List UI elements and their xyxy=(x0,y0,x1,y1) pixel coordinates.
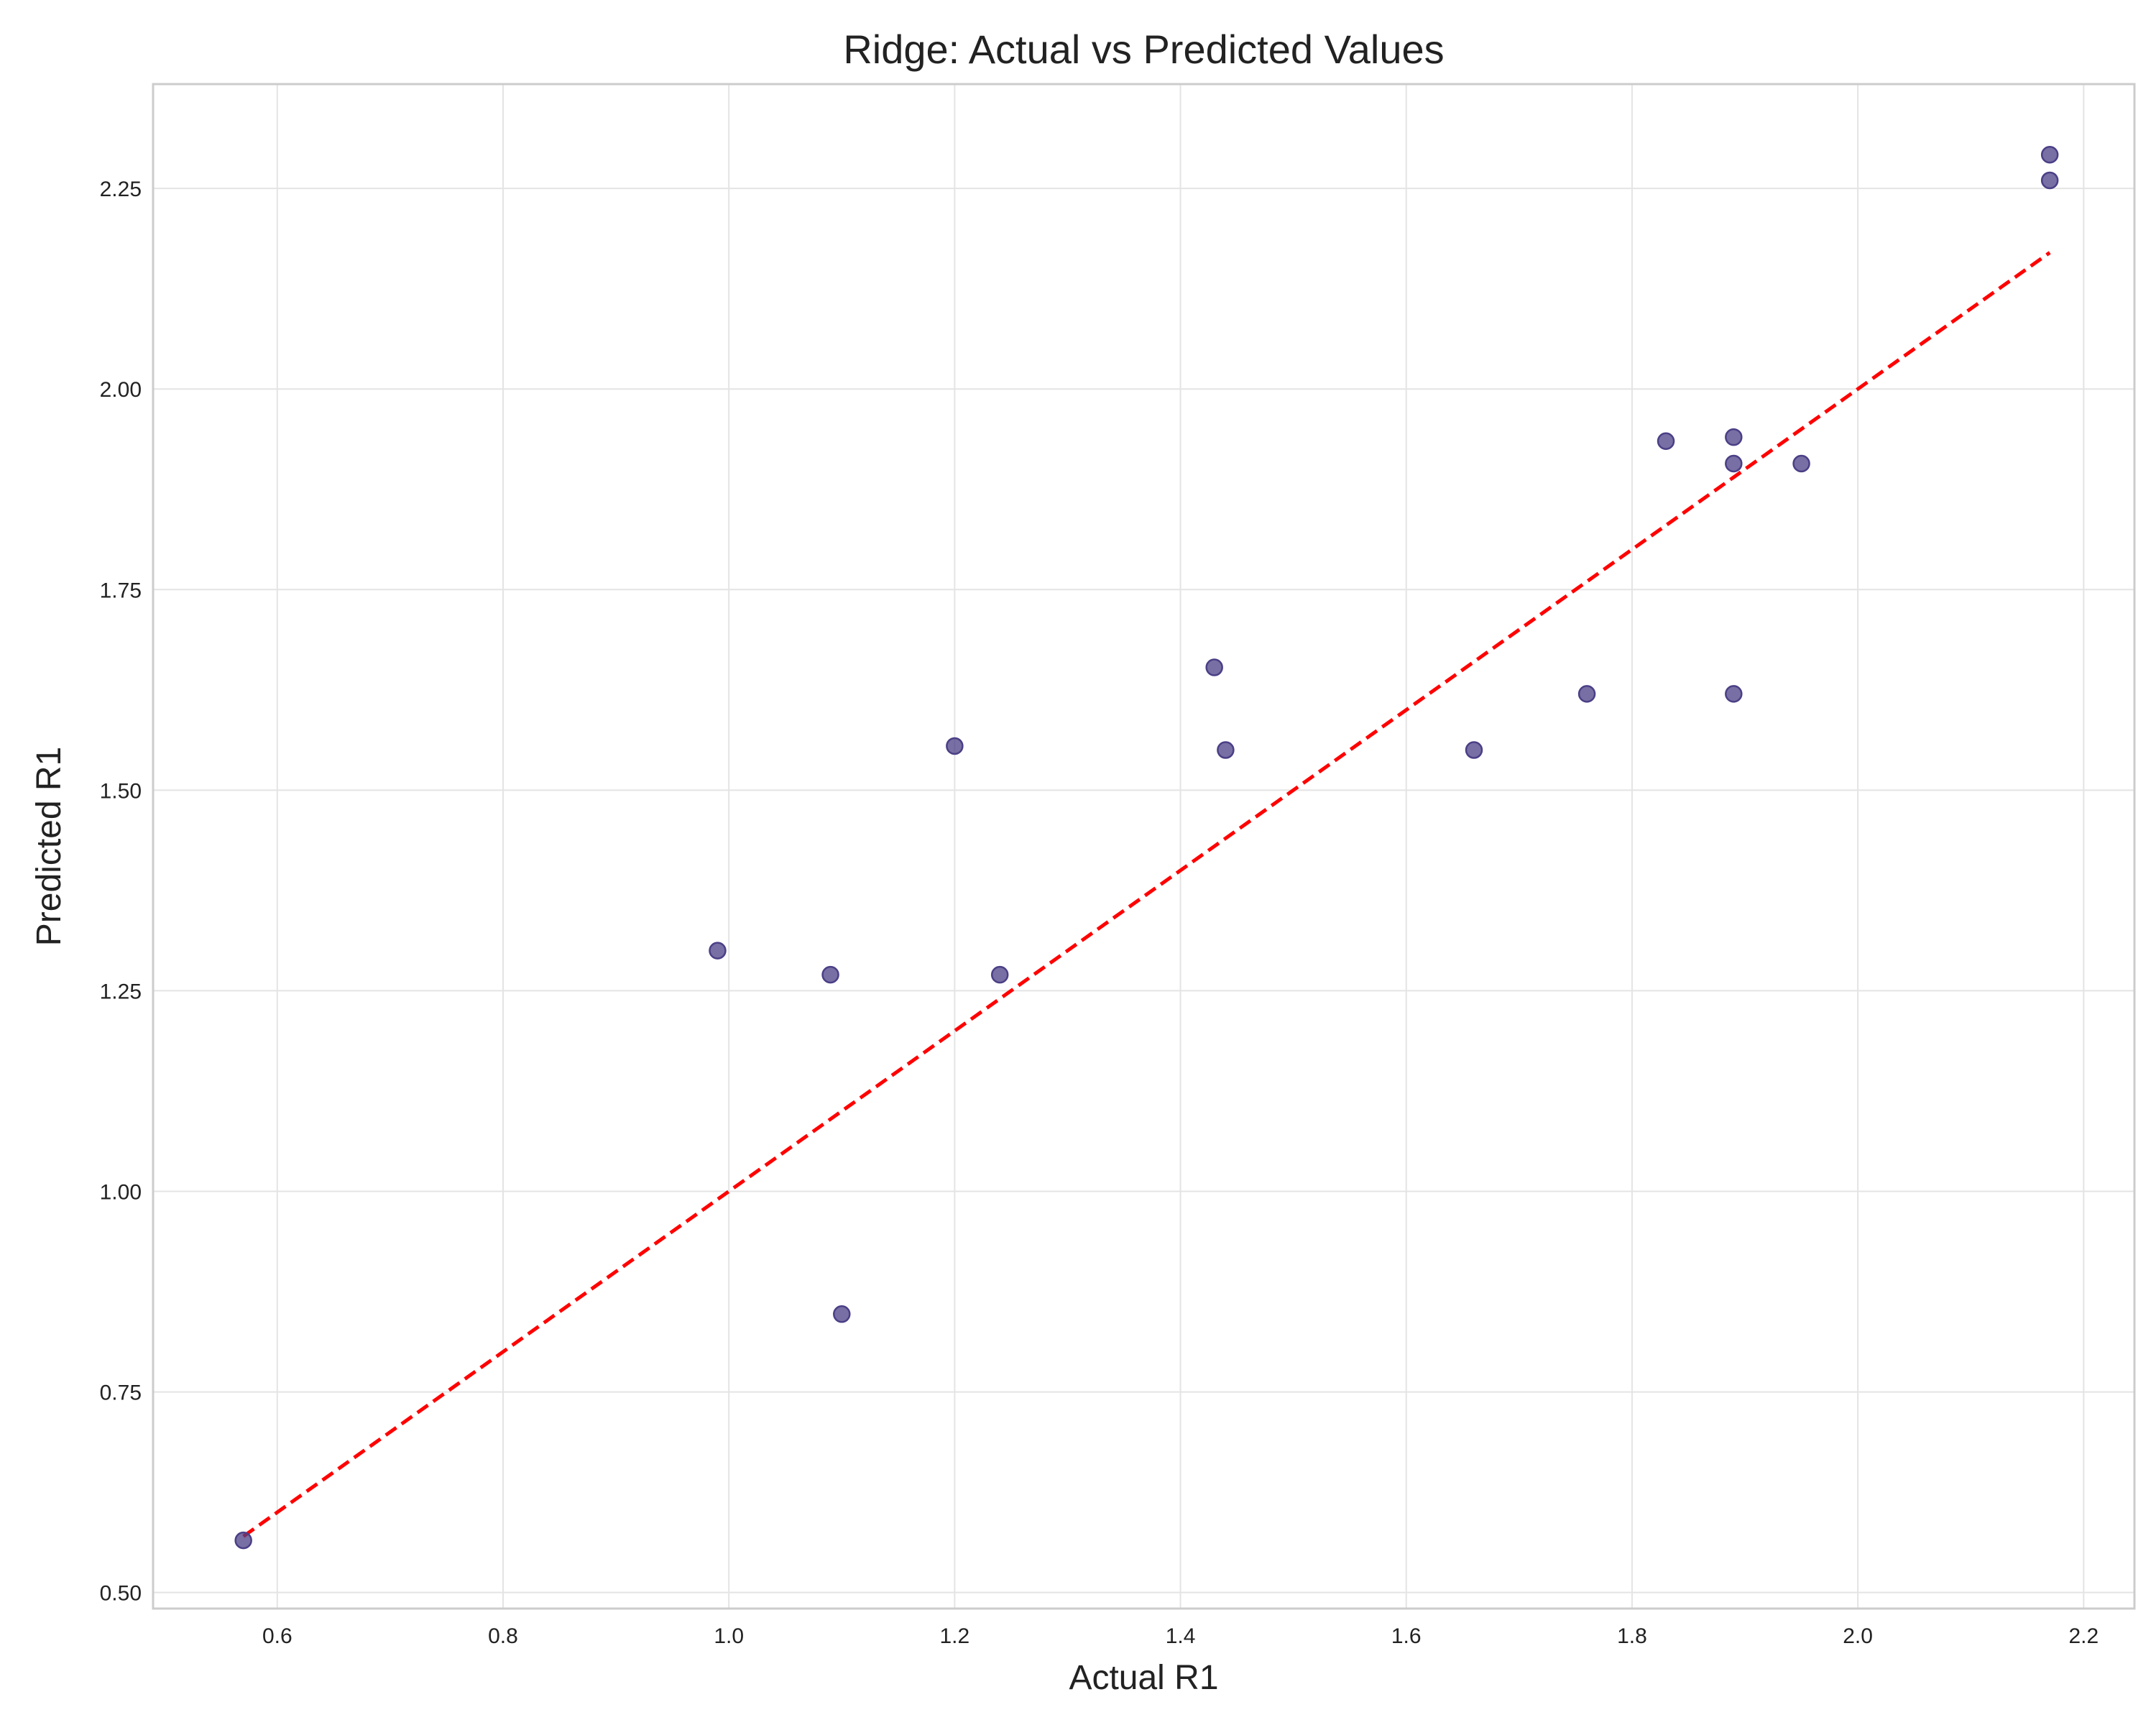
data-point xyxy=(1725,454,1743,473)
x-tick-label: 1.0 xyxy=(714,1624,744,1648)
x-tick-label: 1.4 xyxy=(1166,1624,1196,1648)
y-tick-label: 1.50 xyxy=(100,779,142,803)
data-point xyxy=(1725,685,1743,703)
y-tick-label: 0.75 xyxy=(100,1381,142,1405)
y-tick-label: 0.50 xyxy=(100,1582,142,1606)
tick-labels: 0.6 0.8 1.0 1.2 1.4 1.6 1.8 2.0 2.2 0.50 0.75 1.00 1… xyxy=(100,178,2099,1648)
x-tick-label: 1.6 xyxy=(1391,1624,1422,1648)
x-tick-label: 1.8 xyxy=(1617,1624,1647,1648)
data-point xyxy=(1205,658,1223,676)
data-point xyxy=(1577,685,1596,703)
data-point xyxy=(821,965,839,984)
data-point xyxy=(1792,454,1810,473)
y-tick-label: 2.00 xyxy=(100,378,142,402)
y-tick-label: 1.25 xyxy=(100,980,142,1003)
grid xyxy=(153,84,2134,1609)
data-point xyxy=(709,942,727,960)
y-tick-label: 2.25 xyxy=(100,178,142,201)
data-point xyxy=(1217,741,1235,759)
chart-title: Ridge: Actual vs Predicted Values xyxy=(843,27,1444,72)
data-point xyxy=(990,965,1009,984)
data-point xyxy=(2040,171,2059,190)
data-point xyxy=(2040,145,2059,164)
data-points xyxy=(234,145,2059,1550)
x-tick-label: 1.2 xyxy=(940,1624,970,1648)
data-point xyxy=(1657,432,1675,451)
x-tick-label: 2.2 xyxy=(2068,1624,2099,1648)
data-point xyxy=(1465,741,1483,759)
plot-frame xyxy=(152,83,2136,1610)
x-tick-label: 2.0 xyxy=(1843,1624,1873,1648)
x-axis-label: Actual R1 xyxy=(1069,1659,1218,1697)
data-point xyxy=(833,1305,851,1323)
y-tick-label: 1.00 xyxy=(100,1181,142,1205)
x-tick-label: 0.6 xyxy=(262,1624,292,1648)
data-point xyxy=(946,737,964,755)
data-point xyxy=(234,1531,252,1550)
data-point xyxy=(1725,428,1743,446)
y-tick-label: 1.75 xyxy=(100,579,142,602)
x-tick-label: 0.8 xyxy=(488,1624,518,1648)
reference-line xyxy=(242,251,2051,1538)
reference-line-group xyxy=(242,251,2051,1538)
y-axis-label: Predicted R1 xyxy=(30,747,68,946)
